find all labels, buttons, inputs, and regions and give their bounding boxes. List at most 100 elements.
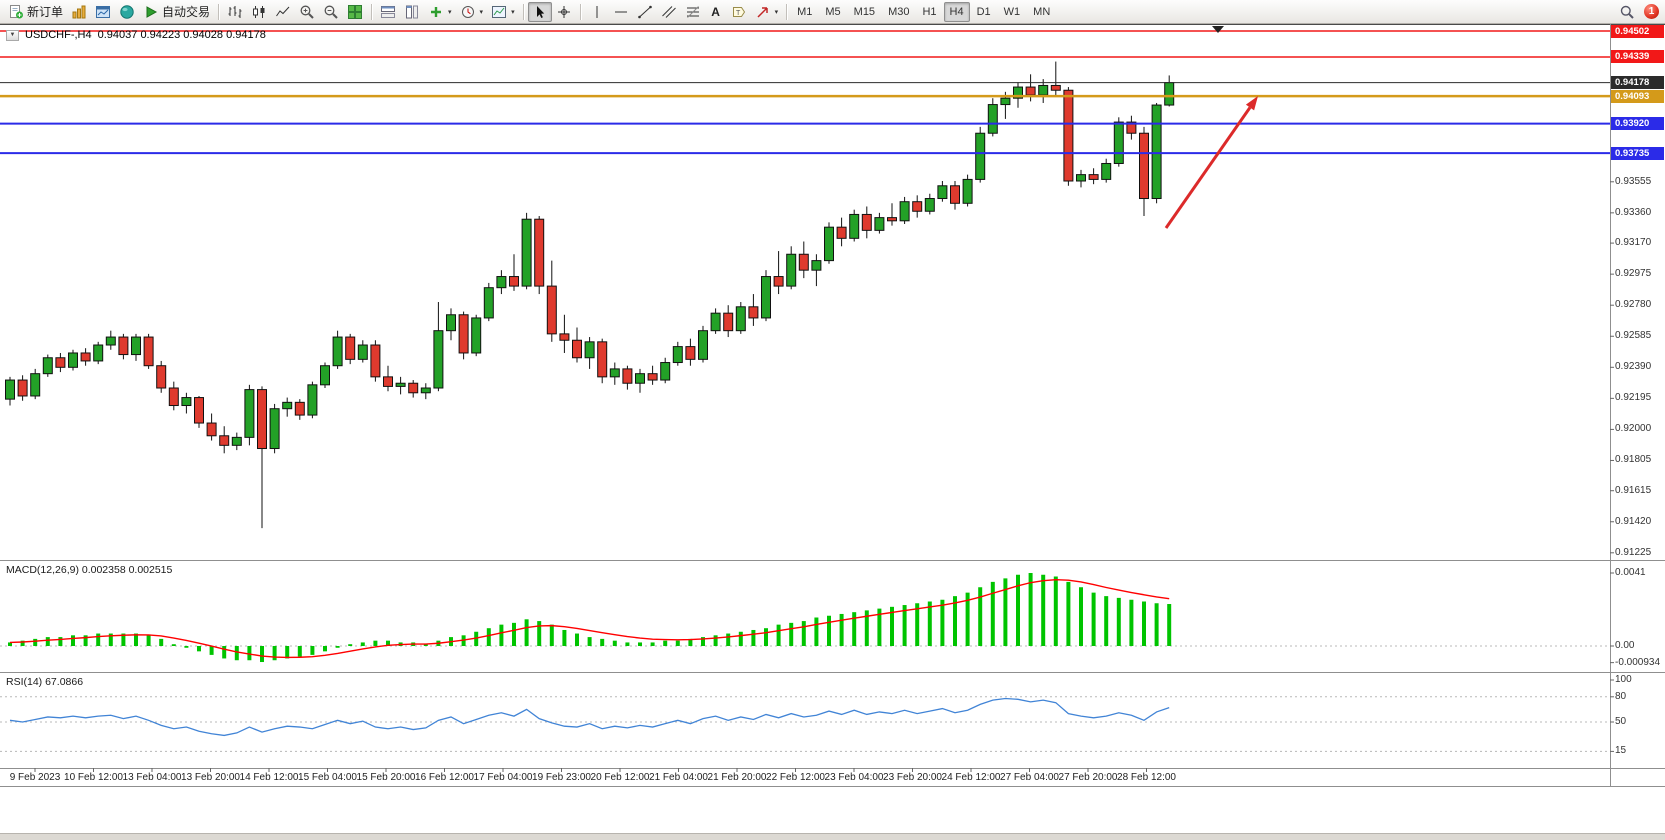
tile-windows-button[interactable] (343, 2, 367, 22)
timeframe-group: M1 M5 M15 M30 H1 H4 D1 W1 MN (791, 1, 1056, 22)
horizontal-line-button[interactable] (609, 2, 633, 22)
trend-arrow[interactable] (1164, 106, 1252, 229)
timeframe-button-m15[interactable]: M15 (853, 5, 876, 18)
channel-icon (661, 4, 677, 20)
new-order-label: 新订单 (27, 5, 64, 19)
timeframe-button-m30[interactable]: M30 (888, 5, 910, 18)
equidistant-channel-button[interactable] (657, 2, 681, 22)
timeframe-button-h1[interactable]: H1 (922, 5, 937, 18)
green-grid-icon (347, 4, 363, 20)
horizontal-scrollbar[interactable] (0, 833, 1665, 840)
text-label-button[interactable]: T (727, 2, 751, 22)
cursor-button[interactable] (527, 1, 552, 22)
crosshair-button[interactable] (552, 2, 576, 22)
window-tile-vertical-button[interactable] (400, 2, 424, 22)
candle-body (1113, 121, 1124, 164)
macd-signal-line (9, 578, 1170, 659)
chart-candles-button[interactable] (247, 2, 271, 22)
candle-body (723, 312, 734, 332)
candle-body (269, 408, 280, 450)
candle-body (811, 260, 822, 271)
dropdown-caret-icon: ▾ (448, 8, 452, 16)
crosshair-icon (556, 4, 572, 20)
candle-body (131, 336, 141, 356)
candle-body (1013, 86, 1023, 99)
zoom-out-button[interactable] (319, 2, 343, 22)
candle-body (118, 336, 129, 356)
candle-body (433, 330, 444, 389)
notification-badge[interactable]: 1 (1644, 4, 1659, 19)
candle-body (735, 306, 746, 332)
templates-button[interactable]: ▾ (487, 2, 519, 22)
fibonacci-button[interactable] (681, 2, 705, 22)
candle-body (798, 253, 809, 271)
candle-body (824, 226, 834, 262)
candle-body (231, 436, 242, 446)
trendline-button[interactable] (633, 2, 657, 22)
candle-body (206, 422, 217, 437)
navigator-button[interactable] (115, 2, 139, 22)
timeframe-button-d1[interactable]: D1 (976, 5, 991, 18)
candle-body (672, 346, 683, 364)
candle-body (168, 387, 179, 407)
timeframe-button-m1[interactable]: M1 (797, 5, 813, 18)
window-vertical-icon (404, 4, 420, 20)
dropdown-caret-icon: ▾ (511, 8, 515, 16)
timeframe-button-m5[interactable]: M5 (825, 5, 841, 18)
candle-body (849, 213, 860, 239)
candle-body (937, 185, 948, 200)
zoom-out-icon (323, 4, 339, 20)
chart-title: ▼ USDCHF-,H4 0.94037 0.94223 0.94028 0.9… (6, 29, 266, 41)
one-click-collapse-button[interactable]: ▼ (6, 29, 19, 41)
candle-body (471, 317, 482, 354)
candle-body (521, 218, 532, 287)
periods-button[interactable]: ▾ (456, 2, 488, 22)
cursor-icon (532, 4, 548, 20)
chart-bars-button[interactable] (223, 2, 247, 22)
candle-body (546, 285, 557, 335)
candle-body (912, 201, 923, 212)
window-tile-horizontal-button[interactable] (376, 2, 400, 22)
candle-body (1063, 89, 1074, 182)
trend-arrow-head[interactable] (1245, 96, 1258, 111)
timeframe-button-h4[interactable]: H4 (943, 1, 970, 22)
market-watch-button[interactable] (91, 2, 115, 22)
candle-body (383, 376, 393, 387)
chart-shift-marker[interactable] (1212, 26, 1224, 33)
candle-body (534, 218, 545, 287)
vertical-line-button[interactable] (585, 2, 609, 22)
toolbar: 新订单 自动交易 (0, 0, 1665, 24)
auto-trading-button[interactable]: 自动交易 (139, 2, 214, 22)
candle-body (647, 373, 658, 381)
new-order-button[interactable]: 新订单 (4, 2, 67, 22)
timeframe-button-mn[interactable]: MN (1033, 5, 1051, 18)
candle-body (446, 314, 456, 332)
charts-button[interactable] (67, 2, 91, 22)
toolbar-separator (522, 3, 524, 20)
zoom-in-button[interactable] (295, 2, 319, 22)
arrows-button[interactable]: ▾ (751, 2, 783, 22)
candle-body (924, 198, 935, 212)
candle-body (660, 362, 671, 381)
text-button[interactable]: A (705, 2, 727, 22)
candle-body (1038, 84, 1049, 96)
blue-window-icon (95, 4, 111, 20)
chart-symbol-label: USDCHF-,H4 (25, 29, 92, 41)
candle-body (244, 389, 255, 438)
candle-body (597, 341, 608, 378)
candle-body (93, 344, 104, 362)
arrow-object-icon (755, 4, 771, 20)
timeframe-button-w1[interactable]: W1 (1003, 5, 1021, 18)
chart-line-button[interactable] (271, 2, 295, 22)
toolbar-separator (786, 3, 788, 20)
candlestick-chart-icon (251, 4, 267, 20)
candle-body (80, 352, 91, 362)
candle-body (257, 389, 267, 450)
search-button[interactable] (1615, 2, 1639, 22)
candle-body (332, 336, 343, 367)
dropdown-caret-icon: ▾ (774, 8, 779, 16)
trendline-icon (637, 4, 653, 20)
new-chart-button[interactable]: ▾ (424, 2, 456, 22)
